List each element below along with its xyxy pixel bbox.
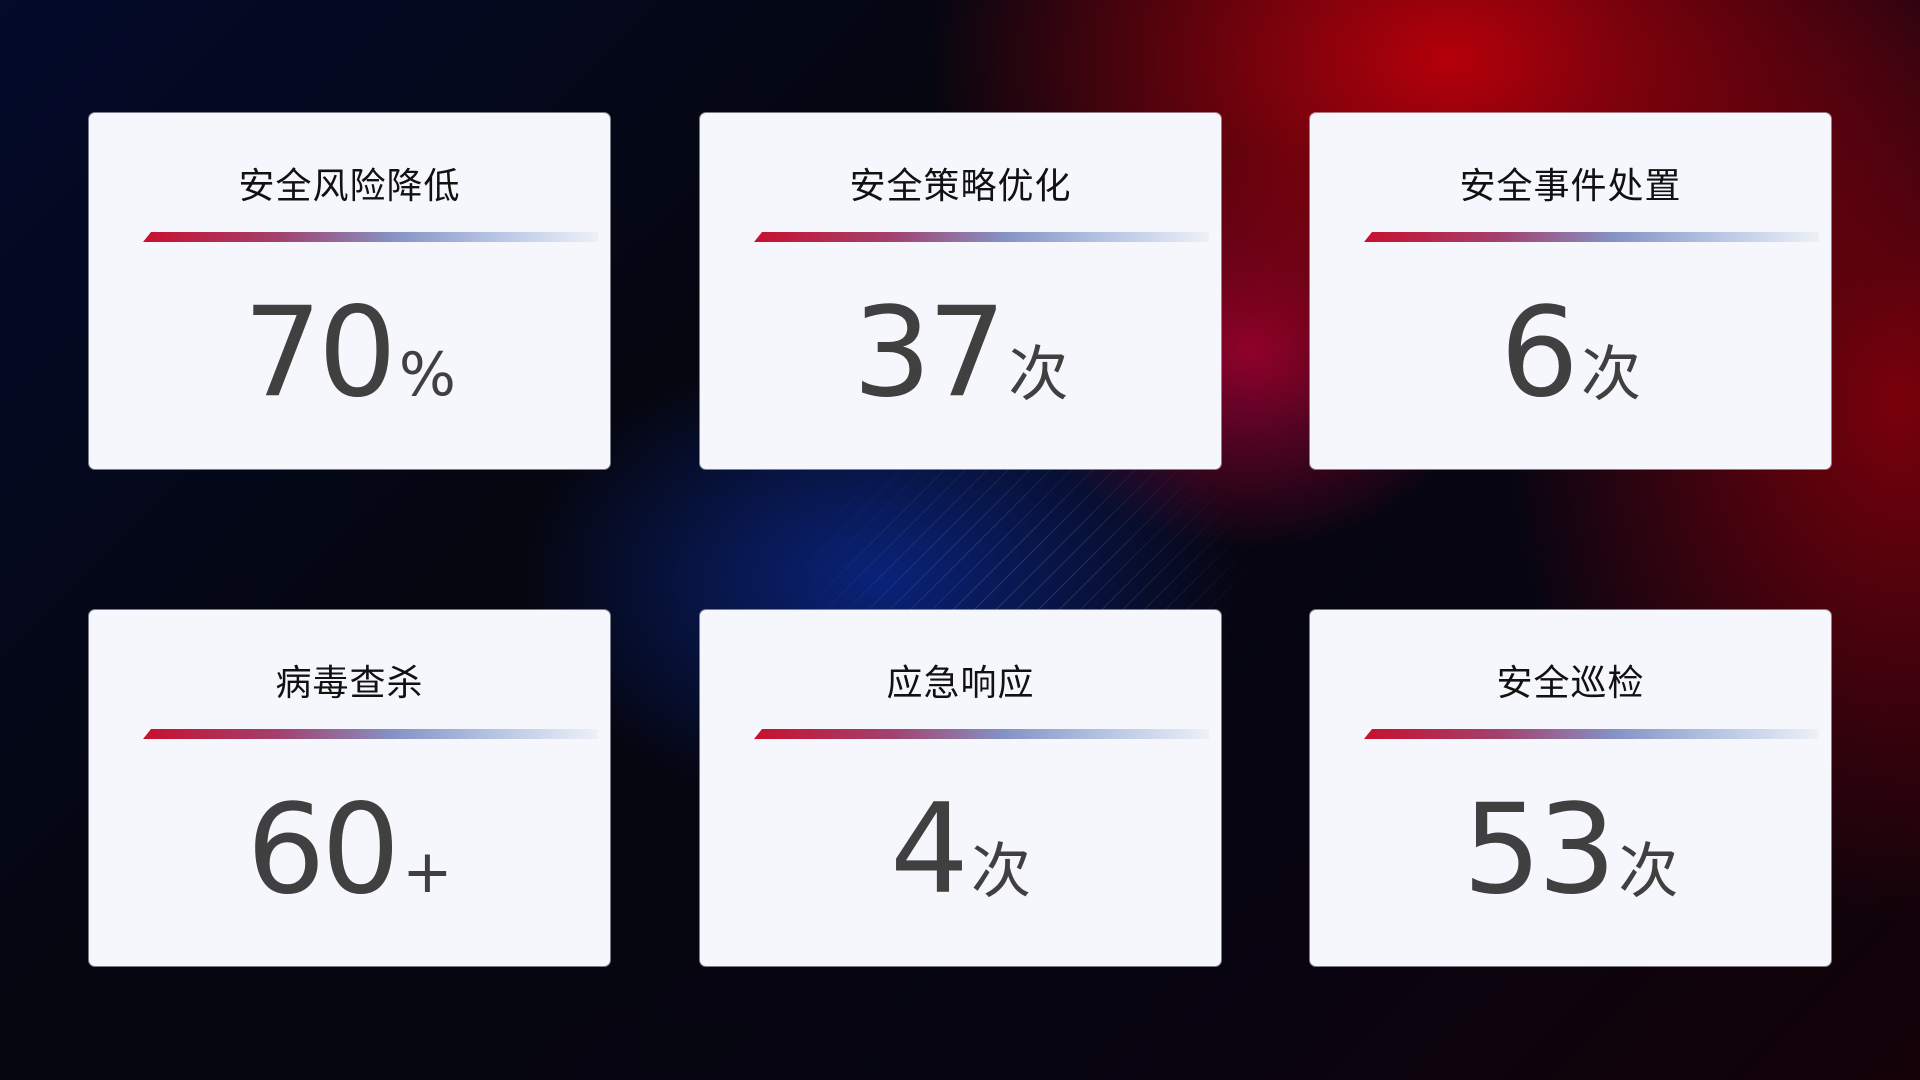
card-title: 病毒查杀: [275, 663, 424, 704]
value-unit: 次: [1008, 340, 1069, 410]
card-divider: [143, 232, 598, 242]
stat-card-policy-optimization: 安全策略优化 37 次: [700, 113, 1221, 469]
card-title: 安全风险降低: [238, 166, 461, 207]
value-unit: 次: [1618, 837, 1679, 907]
card-value: 70%: [89, 281, 610, 425]
card-divider: [143, 729, 598, 739]
card-title: 安全巡检: [1496, 663, 1645, 704]
card-value: 53 次: [1310, 778, 1831, 922]
card-divider: [754, 232, 1209, 242]
card-divider: [1364, 729, 1819, 739]
stat-card-virus-removal: 病毒查杀 60 +: [89, 610, 610, 966]
value-number: 70: [243, 281, 397, 425]
value-number: 37: [852, 281, 1007, 425]
stat-card-security-inspection: 安全巡检 53 次: [1310, 610, 1831, 966]
stat-card-risk-reduction: 安全风险降低 70%: [89, 113, 610, 469]
card-divider: [1364, 232, 1819, 242]
value-number: 60: [246, 778, 400, 922]
value-unit: 次: [970, 837, 1031, 907]
value-unit: %: [398, 340, 456, 410]
value-unit: +: [402, 837, 453, 907]
card-value: 37 次: [700, 281, 1221, 425]
card-title: 应急响应: [886, 663, 1035, 704]
value-number: 53: [1462, 778, 1617, 922]
value-number: 4: [890, 778, 969, 922]
value-unit: 次: [1580, 340, 1641, 410]
value-number: 6: [1500, 281, 1579, 425]
card-value: 60 +: [89, 778, 610, 922]
card-divider: [754, 729, 1209, 739]
card-title: 安全事件处置: [1459, 166, 1682, 207]
card-title: 安全策略优化: [849, 166, 1072, 207]
